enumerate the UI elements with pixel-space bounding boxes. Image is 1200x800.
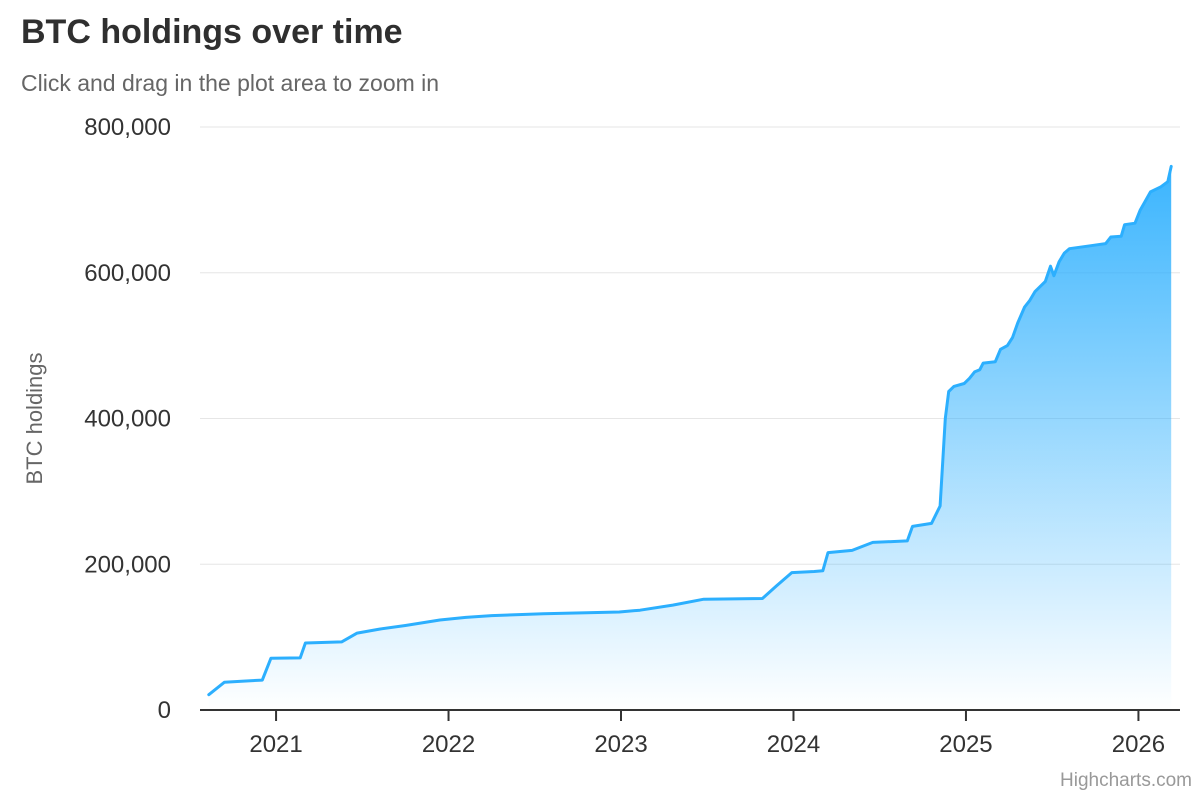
y-axis-label: 400,000 bbox=[84, 406, 171, 433]
y-axis-label: 0 bbox=[158, 697, 171, 724]
x-axis-label: 2023 bbox=[594, 731, 647, 758]
x-axis-label: 2026 bbox=[1112, 731, 1165, 758]
chart-subtitle: Click and drag in the plot area to zoom … bbox=[21, 70, 440, 96]
series-line bbox=[207, 164, 1173, 697]
chart-title: BTC holdings over time bbox=[21, 13, 403, 51]
y-axis-title: BTC holdings bbox=[22, 352, 47, 484]
x-axis-label: 2021 bbox=[249, 731, 302, 758]
x-axis-label: 2024 bbox=[767, 731, 820, 758]
x-axis-label: 2025 bbox=[939, 731, 992, 758]
highcharts-credits[interactable]: Highcharts.com bbox=[1060, 770, 1192, 791]
y-axis-label: 800,000 bbox=[84, 114, 171, 141]
x-axis-label: 2022 bbox=[422, 731, 475, 758]
area-fill bbox=[208, 166, 1172, 710]
y-axis-label: 600,000 bbox=[84, 260, 171, 287]
y-axis-label: 200,000 bbox=[84, 551, 171, 578]
